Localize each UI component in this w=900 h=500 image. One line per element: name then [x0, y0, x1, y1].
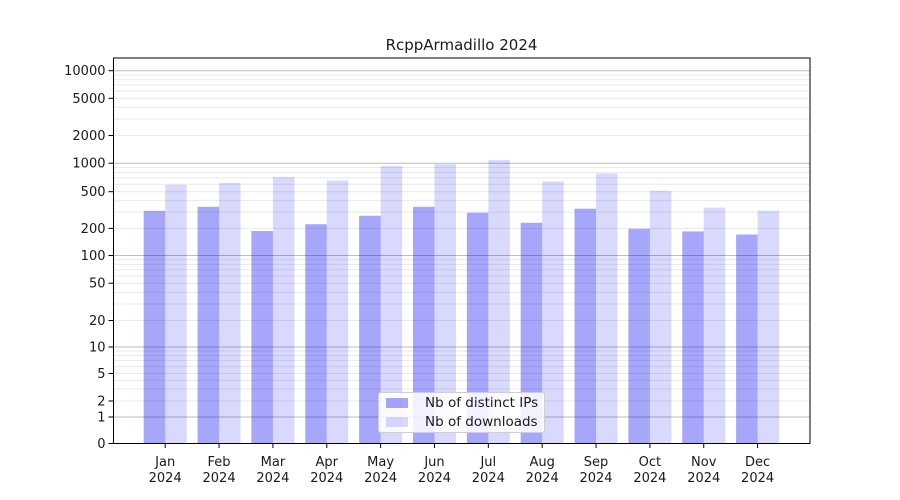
- x-tick-label-year: 2024: [741, 471, 774, 486]
- x-tick-label-month: Mar: [261, 455, 286, 470]
- legend-label-distinct-ips: Nb of distinct IPs: [425, 395, 539, 411]
- bar-distinct-ips-apr: [305, 224, 327, 444]
- bar-downloads-apr: [326, 180, 349, 444]
- x-tick-label-month: Dec: [745, 455, 770, 470]
- bar-distinct-ips-feb: [197, 206, 220, 444]
- bar-downloads-jun: [434, 164, 456, 444]
- bar-downloads-jul: [488, 160, 510, 444]
- y-tick-label: 50: [89, 277, 106, 292]
- bar-distinct-ips-jul: [466, 212, 489, 444]
- bar-downloads-nov: [703, 207, 726, 444]
- plot-border: [113, 57, 811, 444]
- bar-downloads-sep: [596, 173, 618, 444]
- bar-downloads-mar: [272, 176, 295, 444]
- bar-distinct-ips-oct: [628, 228, 650, 444]
- bar-distinct-ips-dec: [736, 234, 758, 444]
- legend-swatch-distinct-ips-icon: [386, 398, 408, 408]
- bar-downloads-aug: [542, 181, 564, 444]
- legend-swatch-downloads-icon: [386, 417, 408, 427]
- bar-downloads-jan: [165, 184, 187, 444]
- bar-distinct-ips-sep: [574, 208, 597, 444]
- x-tick-label-month: Apr: [316, 455, 339, 470]
- y-tick-label: 1: [97, 411, 105, 426]
- x-tick-label-year: 2024: [472, 471, 505, 486]
- x-tick-label-year: 2024: [526, 471, 559, 486]
- x-tick-label-month: Oct: [639, 455, 661, 470]
- y-tick-label: 2: [97, 395, 105, 410]
- bar-downloads-oct: [649, 190, 672, 444]
- x-tick-label-year: 2024: [579, 471, 612, 486]
- y-tick-label: 100: [81, 249, 106, 264]
- y-tick-label: 10000: [64, 64, 105, 79]
- x-tick-label-year: 2024: [418, 471, 451, 486]
- bar-downloads-dec: [757, 210, 780, 444]
- x-tick-label-year: 2024: [256, 471, 289, 486]
- y-tick-label: 0: [97, 437, 105, 452]
- y-tick-label: 20: [89, 314, 106, 329]
- x-tick-label-year: 2024: [203, 471, 236, 486]
- y-tick-label: 1000: [72, 157, 105, 172]
- bar-downloads-feb: [219, 183, 241, 444]
- x-tick-label-month: Jan: [154, 455, 175, 470]
- legend: Nb of distinct IPs Nb of downloads: [378, 392, 545, 433]
- y-tick-label: 5000: [72, 92, 105, 107]
- bar-distinct-ips-jun: [412, 206, 435, 444]
- x-tick-label-month: Jun: [423, 455, 444, 470]
- x-tick-label-year: 2024: [310, 471, 343, 486]
- legend-row-downloads: Nb of downloads: [386, 414, 544, 430]
- y-tick-label: 500: [81, 185, 106, 200]
- legend-label-downloads: Nb of downloads: [425, 414, 538, 430]
- bar-distinct-ips-mar: [251, 231, 273, 444]
- x-tick-label-year: 2024: [633, 471, 666, 486]
- legend-row-distinct-ips: Nb of distinct IPs: [386, 395, 544, 411]
- x-tick-label-month: Jul: [479, 455, 496, 470]
- y-tick-label: 5: [97, 367, 105, 382]
- y-tick-label: 10: [89, 341, 106, 356]
- x-tick-label-year: 2024: [687, 471, 720, 486]
- bar-distinct-ips-aug: [520, 222, 543, 444]
- x-tick-label-month: Sep: [584, 455, 609, 470]
- y-tick-label: 200: [81, 222, 106, 237]
- bar-distinct-ips-may: [359, 215, 381, 444]
- x-tick-label-year: 2024: [364, 471, 397, 486]
- x-tick-label-month: Feb: [208, 455, 231, 470]
- x-tick-label-month: May: [367, 455, 394, 470]
- x-tick-label-month: Aug: [529, 455, 554, 470]
- x-tick-label-month: Nov: [691, 455, 717, 470]
- bar-downloads-may: [380, 166, 403, 444]
- y-tick-label: 2000: [72, 129, 105, 144]
- bar-distinct-ips-jan: [143, 210, 166, 444]
- chart-title: RcppArmadillo 2024: [385, 36, 538, 54]
- bar-distinct-ips-nov: [682, 231, 704, 444]
- x-tick-label-year: 2024: [149, 471, 182, 486]
